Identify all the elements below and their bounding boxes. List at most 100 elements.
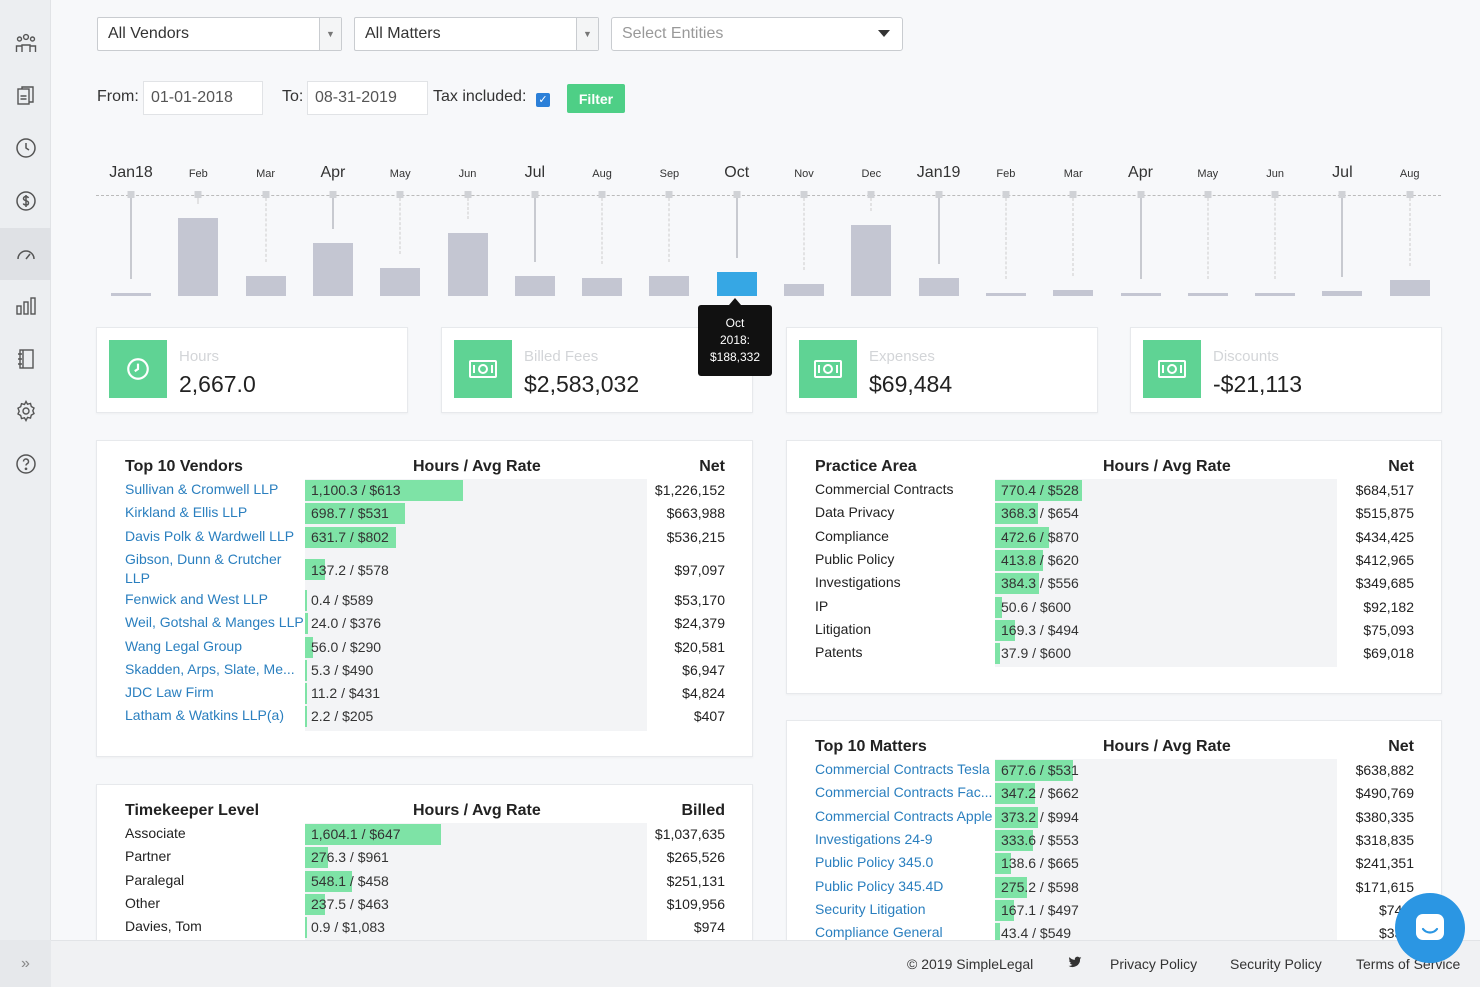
from-date-input[interactable]: 01-01-2018 [143,81,263,115]
hours-bar [305,558,325,580]
row-link[interactable]: Wang Legal Group [125,637,242,654]
hours-bar [995,923,1001,940]
row-link[interactable]: Weil, Gotshal & Manges LLP [125,614,304,631]
clock-icon[interactable] [0,122,51,174]
security-policy-link[interactable]: Security Policy [1230,956,1322,972]
month-bar[interactable] [245,275,286,296]
row-link[interactable]: Davis Polk & Wardwell LLP [125,527,295,544]
row-link[interactable]: Kirkland & Ellis LLP [125,504,248,521]
bar-chart-icon[interactable] [0,280,51,332]
row-link[interactable]: Compliance General [815,924,943,940]
month-stem [331,198,334,229]
month-bar[interactable] [1255,293,1296,296]
tax-included-checkbox[interactable]: ✓ [536,93,550,107]
month-bar[interactable] [178,217,219,296]
hours-bar [305,706,307,728]
month-bar[interactable] [1120,293,1161,296]
month-label: May [1197,168,1219,180]
matters-select[interactable]: All Matters ▼ [354,17,599,51]
hours-rate-value: 472.6 / $870 [1001,528,1079,545]
month-bar[interactable] [649,275,690,296]
hours-rate-value: 11.2 / $431 [311,685,381,702]
privacy-policy-link[interactable]: Privacy Policy [1110,956,1198,972]
month-bar[interactable] [851,225,892,296]
vendors-select[interactable]: All Vendors ▼ [97,17,342,51]
hours-rate-value: 1,100.3 / $613 [311,482,401,498]
team-icon[interactable] [0,17,51,69]
month-label: Feb [996,168,1016,180]
month-stem [870,198,872,212]
month-stem [1207,198,1209,279]
entities-select[interactable]: Select Entities [611,17,903,51]
row-link[interactable]: Fenwick and West LLP [125,590,268,607]
net-value: $109,956 [666,895,725,912]
hours-rate-value: 50.6 / $600 [1001,598,1072,615]
net-value: $434,425 [1355,528,1414,545]
month-bar[interactable] [985,293,1026,296]
month-tick [935,191,943,198]
hours-bar [995,806,1039,828]
net-value: $4,824 [682,685,725,702]
row-link[interactable]: Commercial Contracts Tesla [815,761,990,777]
month-bar[interactable] [1389,279,1430,296]
filter-button[interactable]: Filter [567,84,625,113]
month-label: Aug [1399,168,1420,180]
month-bar[interactable] [380,268,421,296]
month-bar[interactable] [312,243,353,296]
hours-rate-value: 0.9 / $1,083 [311,919,385,936]
copyright-text: © 2019 SimpleLegal [907,956,1034,972]
row-link[interactable]: Latham & Watkins LLP(a) [125,707,284,724]
tooltip-line-1: Oct [725,316,745,330]
month-bar[interactable] [918,278,959,296]
expand-sidebar-icon[interactable]: » [0,940,51,987]
hours-bar [995,549,1043,571]
settings-icon[interactable] [0,385,51,437]
month-bar[interactable] [447,232,488,296]
month-tick [1137,191,1144,198]
row-link[interactable]: Skadden, Arps, Slate, Me... [125,660,295,677]
row-link[interactable]: Public Policy 345.4D [815,877,944,894]
timekeeper-level-table: Timekeeper Level Hours / Avg Rate Billed As… [96,784,753,940]
dashboard-icon[interactable] [0,228,51,280]
hours-bar [305,893,326,915]
row-label: Partner [125,848,171,865]
month-stem [1072,198,1074,277]
row-link[interactable]: Security Litigation [815,900,926,917]
row-link[interactable]: Commercial Contracts Fac... [815,784,993,801]
hours-rate-value: 770.4 / $528 [1001,482,1079,498]
month-bar[interactable] [1053,290,1094,296]
row-link[interactable]: Investigations 24-9 [815,830,933,847]
month-bar[interactable] [514,275,555,296]
row-label: Public Policy [815,550,895,567]
month-bar[interactable] [716,272,757,296]
hours-bar [995,596,1002,618]
hours-rate-value: 275.2 / $598 [1001,878,1079,895]
month-bar[interactable] [582,278,623,296]
month-bar[interactable] [784,284,824,296]
net-value: $6,947 [682,661,725,678]
twitter-icon[interactable] [1068,955,1082,972]
chat-launcher-button[interactable] [1395,893,1465,963]
net-value: $241,351 [1355,855,1414,872]
row-link[interactable]: Commercial Contracts Apple [815,807,993,824]
monthly-spend-chart: Jan18 Feb Mar Apr May Jun Jul Aug Sep Oct Nov Dec Ja… [96,150,1441,310]
table-title: Timekeeper Level [125,802,260,819]
to-date-input[interactable]: 08-31-2019 [307,81,428,115]
notebook-icon[interactable] [0,333,51,385]
dollar-icon[interactable] [0,175,51,227]
hours-bar [995,783,1036,805]
row-link[interactable]: Gibson, Dunn & Crutcher LLP [125,550,282,586]
month-stem [1005,198,1007,279]
month-bar[interactable] [111,293,151,296]
month-tick [396,191,404,198]
month-label: Mar [1063,168,1083,180]
month-bar[interactable] [1187,293,1228,296]
net-value: $69,018 [1363,645,1414,662]
row-link[interactable]: JDC Law Firm [125,684,214,701]
row-link[interactable]: Public Policy 345.0 [815,854,934,871]
documents-icon[interactable] [0,70,51,122]
help-icon[interactable] [0,438,51,490]
hours-bar [995,899,1015,921]
row-link[interactable]: Sullivan & Cromwell LLP [125,481,279,497]
month-bar[interactable] [1322,290,1363,296]
